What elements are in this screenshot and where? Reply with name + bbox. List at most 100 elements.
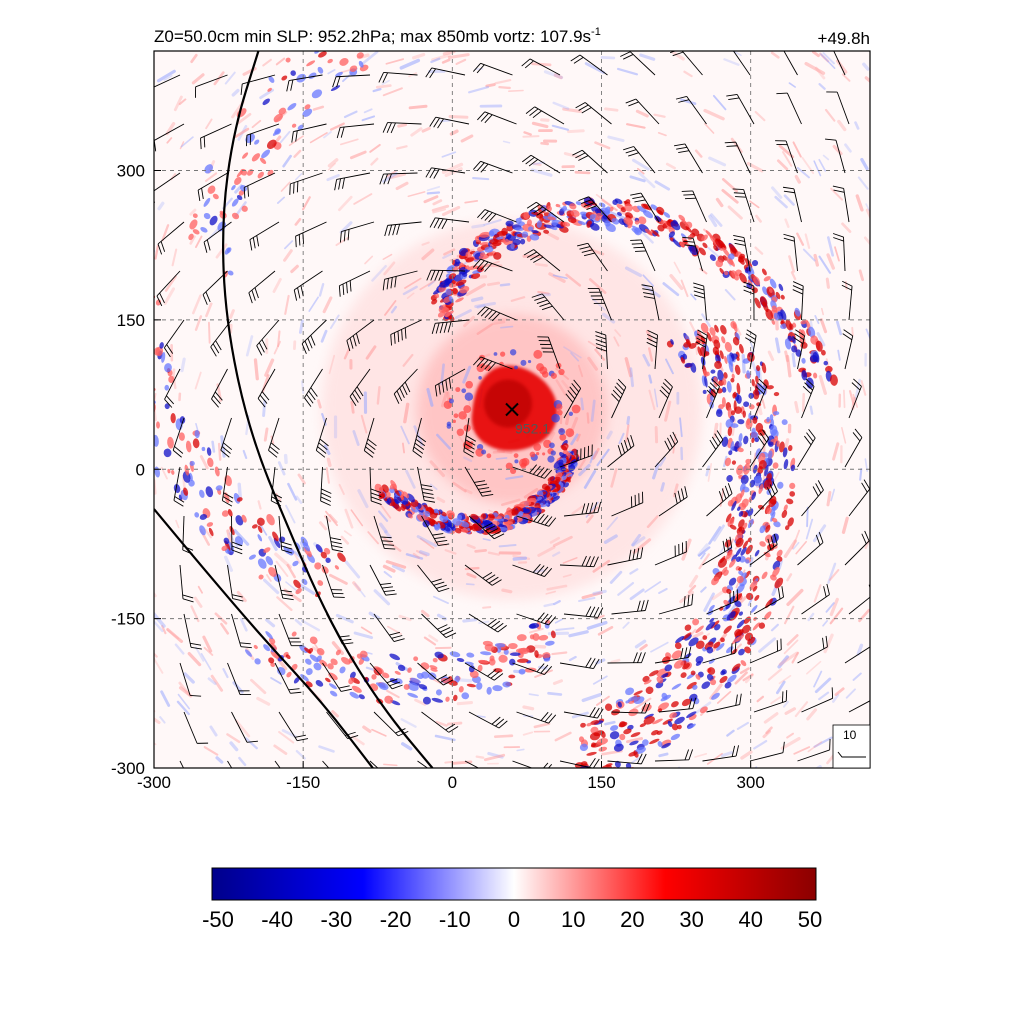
rainband-cell: [144, 397, 150, 405]
rainband-cell: [784, 525, 790, 531]
field-streak: [821, 307, 824, 316]
field-streak: [495, 457, 508, 460]
rainband-cell: [311, 89, 323, 99]
wind-barb-feather: [696, 333, 707, 340]
wind-barb-feather: [491, 312, 501, 322]
rainband-cell: [786, 498, 794, 505]
wind-barb-feather: [571, 383, 580, 393]
field-streak: [464, 566, 480, 571]
wind-barb-feather: [384, 225, 389, 237]
rainband-cell: [731, 648, 738, 655]
rainband-cell: [767, 450, 773, 460]
wind-barb-feather: [173, 500, 184, 507]
field-streak: [508, 89, 524, 92]
wind-barb-feather: [304, 340, 310, 352]
field-streak: [860, 380, 867, 396]
rainband-cell: [208, 527, 214, 537]
field-streak: [487, 551, 500, 556]
rainband-cell: [623, 768, 632, 776]
field-streak: [177, 693, 191, 710]
wind-barb-feather: [781, 586, 784, 598]
field-streak: [464, 488, 473, 495]
field-streak: [600, 56, 616, 60]
rainband-cell: [710, 369, 716, 374]
rainband-cell: [690, 362, 697, 373]
rainband-cell: [477, 664, 483, 672]
rainband-cell: [709, 254, 716, 261]
wind-barb-feather: [342, 642, 354, 645]
rainband-cell: [731, 373, 735, 380]
field-streak: [412, 52, 426, 60]
wind-barb-feather: [694, 294, 705, 299]
rainband-cell: [472, 522, 483, 531]
wind-barb-feather: [197, 190, 201, 202]
wind-barb: [183, 711, 198, 744]
rainband-cell: [771, 517, 778, 523]
field-streak: [818, 255, 832, 274]
wind-barb: [384, 270, 418, 280]
rainband-cell: [382, 672, 390, 679]
rainband-cell: [206, 447, 212, 456]
field-streak: [435, 720, 448, 727]
field-streak: [823, 633, 834, 654]
wind-barb-feather: [776, 92, 788, 95]
rainband-cell: [199, 525, 206, 536]
field-streak: [703, 108, 725, 121]
wind-barb-feather: [491, 716, 501, 725]
field-streak: [370, 157, 379, 166]
wind-barb: [227, 662, 241, 695]
wind-barb-feather: [583, 202, 595, 207]
rainband-cell: [721, 396, 726, 408]
rainband-cell: [423, 0, 433, 4]
field-streak: [189, 208, 197, 216]
field-streak: [257, 500, 262, 510]
field-streak: [372, 87, 382, 93]
wind-barb: [848, 488, 870, 517]
field-streak: [552, 535, 573, 547]
field-streak: [796, 232, 805, 246]
field-streak: [259, 88, 274, 100]
field-streak: [192, 294, 202, 315]
wind-barb: [584, 102, 612, 125]
field-streak: [580, 397, 585, 411]
colorbar: -50 -40 -30 -20 -10 0 10 20 30 40 50: [202, 867, 822, 932]
rainband-cell: [242, 152, 249, 159]
rainband-cell: [489, 658, 496, 666]
field-streak: [352, 581, 362, 592]
rainband-cell: [503, 649, 509, 655]
rainband-cell: [709, 327, 716, 336]
rainband-cell: [766, 385, 774, 390]
wind-barb-feather: [476, 260, 485, 270]
field-streak: [625, 423, 630, 443]
wind-barb-feather: [756, 382, 766, 391]
wind-barb: [836, 91, 850, 125]
rainband-cell: [122, 356, 130, 368]
wind-barb-feather: [854, 428, 863, 438]
rainband-cell: [479, 241, 489, 246]
field-streak: [250, 678, 267, 695]
rainband-cell: [266, 514, 275, 526]
rainband-cell: [142, 391, 149, 402]
field-streak: [476, 304, 486, 309]
wind-barb: [607, 557, 641, 566]
wind-barb: [588, 196, 612, 223]
wind-barb: [322, 662, 342, 692]
rainband-cell: [759, 296, 768, 307]
rainband-cell: [200, 226, 208, 233]
wind-barb-feather: [745, 333, 756, 340]
rainband-cell: [731, 460, 737, 465]
colorbar-tick-label: 20: [620, 907, 644, 932]
wind-barb-feather: [231, 594, 243, 598]
rainband-cell: [164, 384, 170, 391]
field-streak: [294, 217, 302, 226]
wind-barb-feather: [548, 616, 557, 626]
field-streak: [774, 195, 788, 209]
field-streak: [836, 320, 843, 336]
wind-barb: [231, 711, 248, 743]
rainband-cell: [736, 634, 745, 642]
field-streak: [826, 490, 832, 507]
wind-barb-feather: [585, 657, 592, 668]
field-streak: [298, 583, 316, 595]
wind-barb-feather: [232, 598, 244, 602]
rainband-cell: [318, 659, 328, 667]
